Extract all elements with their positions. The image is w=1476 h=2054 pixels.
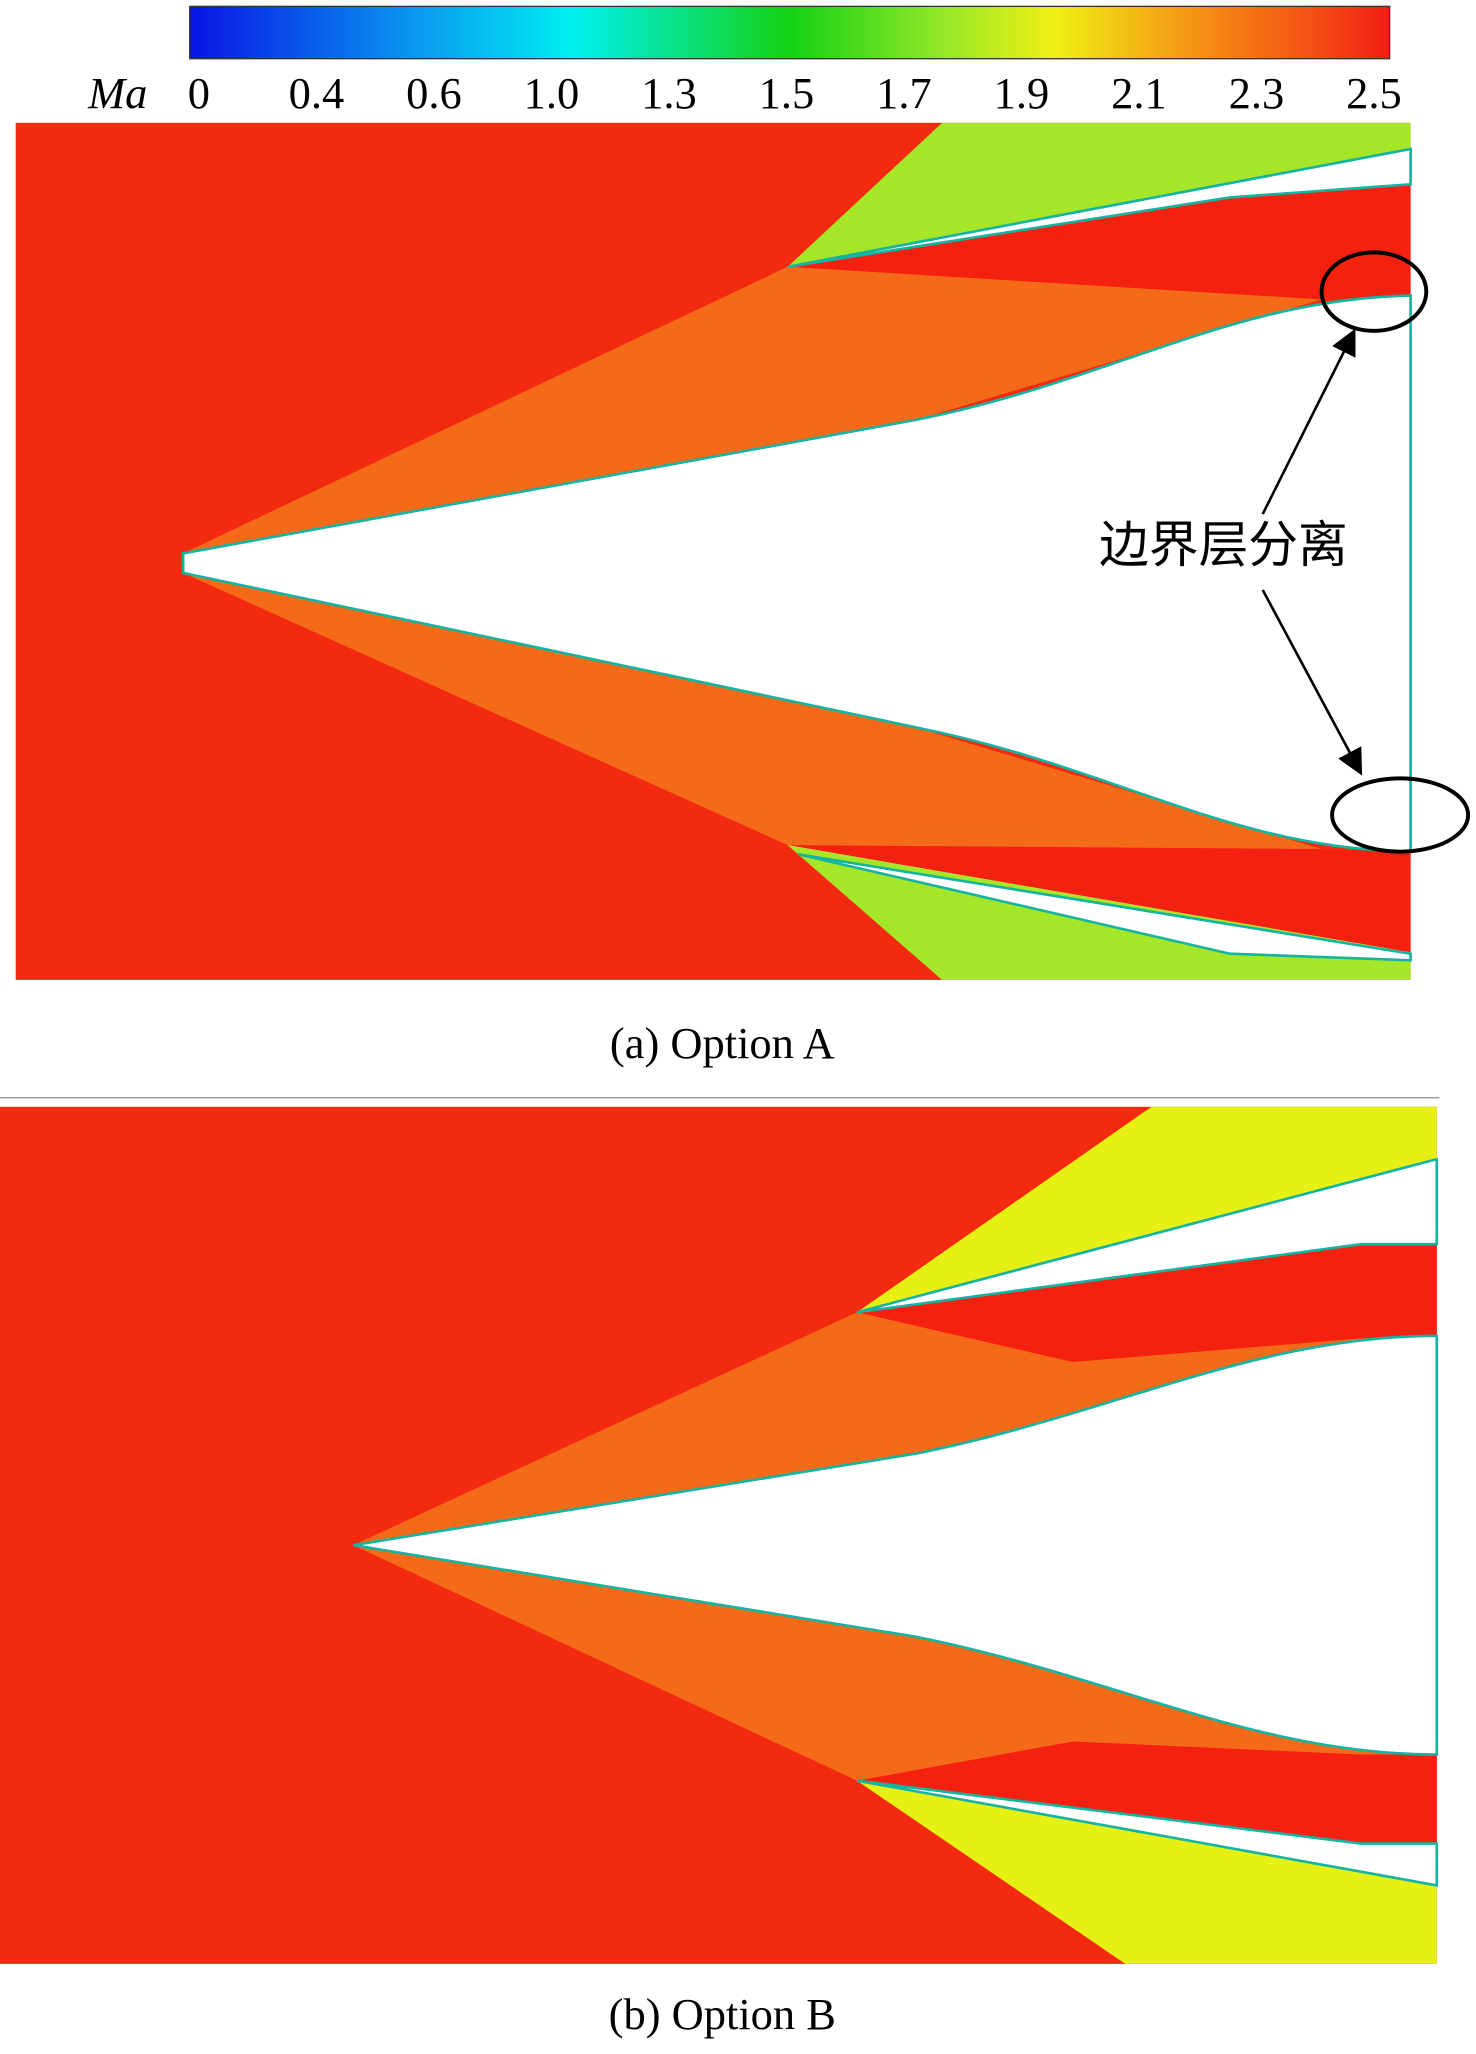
annotation: 边界层分离 — [1099, 518, 1348, 573]
caption: (b) Option B — [609, 1989, 836, 2039]
panel-a — [15, 122, 1471, 992]
colorbar-label: Ma — [87, 68, 147, 118]
colorbar-tick-label: 0.4 — [289, 68, 345, 118]
colorbar-tick-label: 0.6 — [406, 68, 462, 118]
colorbar-tick-label: 2.5 — [1346, 68, 1402, 118]
colorbar-ticks: 0 0.4 0.6 1.0 1.3 1.5 1.7 1.9 2.1 2.3 2.5 — [188, 68, 1402, 118]
colorbar-tick-label: 2.1 — [1111, 68, 1167, 118]
colorbar-tick-label: 1.0 — [524, 68, 580, 118]
colorbar-tick-label: 1.3 — [641, 68, 697, 118]
colorbar — [189, 5, 1391, 60]
colorbar-tick-label: 2.3 — [1229, 68, 1285, 118]
colorbar-tick-label: 1.9 — [994, 68, 1050, 118]
panel-b — [0, 1106, 1439, 1964]
colorbar-tick-label: 1.7 — [876, 68, 932, 118]
colorbar-tick-label: 0 — [188, 68, 210, 118]
colorbar-tick-label: 1.5 — [759, 68, 815, 118]
caption: (a) Option A — [610, 1018, 835, 1068]
